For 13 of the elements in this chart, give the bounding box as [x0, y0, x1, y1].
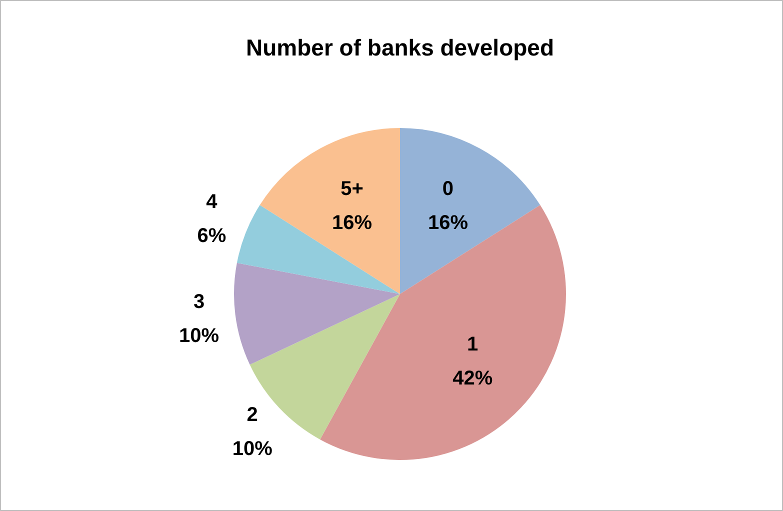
slice-label: 0 — [442, 178, 454, 200]
data-label: 10% — [179, 324, 220, 347]
slice-label: 1 — [467, 334, 478, 356]
slice-label: 4 — [206, 190, 218, 213]
data-label: 6% — [197, 224, 226, 247]
slice-label: 3 — [194, 290, 205, 313]
chart-title: Number of banks developed — [246, 34, 554, 60]
data-label: 16% — [428, 212, 468, 234]
slice-label: 5+ — [340, 178, 364, 200]
data-label: 10% — [232, 438, 273, 460]
slice-label: 2 — [246, 404, 258, 426]
data-label: 42% — [452, 368, 493, 390]
data-label: 16% — [332, 212, 372, 234]
